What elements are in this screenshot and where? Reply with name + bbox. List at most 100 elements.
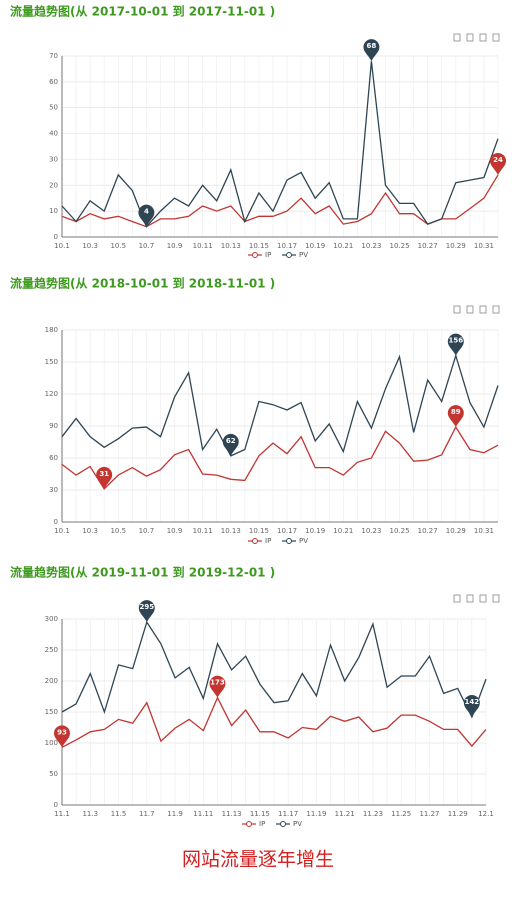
y-tick-label: 0 [54,233,58,241]
x-tick-label: 11.17 [278,810,298,818]
x-tick-label: 10.21 [333,242,353,250]
x-tick-label: 11.25 [391,810,411,818]
mark-label: 89 [451,408,461,416]
legend-label: IP [265,537,271,545]
y-tick-label: 50 [49,770,58,778]
series-line [61,174,499,228]
x-tick-label: 10.19 [305,242,325,250]
toolbox-icon [466,33,474,42]
x-tick-label: 10.7 [139,242,155,250]
y-tick-label: 100 [45,739,58,747]
x-tick-label: 11.7 [139,810,155,818]
x-tick-label: 10.31 [474,242,494,250]
x-tick-label: 10.21 [333,527,353,535]
x-tick-label: 10.11 [193,527,213,535]
x-tick-label: 11.3 [82,810,98,818]
y-tick-label: 30 [49,486,58,494]
mark-pin [54,725,70,748]
y-tick-label: 0 [54,801,58,809]
mark-label: 142 [465,698,480,706]
mark-pin [138,204,155,227]
x-tick-label: 10.3 [82,242,98,250]
x-tick-label: 11.29 [448,810,468,818]
x-tick-label: 10.27 [418,242,438,250]
x-tick-label: 10.15 [249,242,269,250]
x-tick-label: 11.11 [193,810,213,818]
mark-pin [96,466,113,489]
y-tick-label: 300 [45,615,58,623]
legend-label: PV [299,251,308,259]
toolbox-icon [479,594,487,603]
mark-pin [463,694,480,717]
mark-label: 4 [144,208,149,216]
y-tick-label: 60 [49,454,58,462]
y-tick-label: 40 [49,130,58,138]
mark-pin [363,39,380,62]
x-tick-label: 11.15 [250,810,270,818]
y-tick-label: 0 [54,518,58,526]
series-line [61,620,487,719]
legend-symbol [286,538,292,544]
mark-pin [447,405,464,428]
x-tick-label: 11.27 [419,810,439,818]
series-line [61,425,499,490]
series-line [61,353,499,457]
chart-title: 流量趋势图(从 2017-10-01 到 2017-11-01 ) [10,4,275,19]
x-tick-label: 10.13 [221,527,241,535]
x-tick-label: 10.5 [110,242,126,250]
x-tick-label: 12.1 [478,810,494,818]
y-tick-label: 120 [45,390,58,398]
x-tick-label: 11.21 [335,810,355,818]
x-tick-label: 10.23 [361,242,381,250]
x-tick-label: 10.7 [139,527,155,535]
x-tick-label: 11.5 [111,810,127,818]
x-tick-label: 10.9 [167,527,183,535]
mark-pin [222,433,239,456]
chart-title: 流量趋势图(从 2019-11-01 到 2019-12-01 ) [10,565,275,580]
x-tick-label: 11.13 [222,810,242,818]
x-tick-label: 10.23 [361,527,381,535]
x-tick-label: 11.9 [167,810,183,818]
y-tick-label: 90 [49,422,58,430]
toolbox-icon [479,33,487,42]
mark-label: 295 [139,603,154,611]
y-tick-label: 250 [45,646,58,654]
mark-pin [447,333,464,356]
legend-symbol [280,821,286,827]
series-line [61,61,499,228]
x-tick-label: 11.1 [54,810,70,818]
mark-pin [209,675,226,698]
mark-label: 156 [448,337,463,345]
toolbox-icon [466,594,474,603]
toolbox-icon [453,33,461,42]
mark-label: 173 [210,679,225,687]
legend-label: IP [259,820,265,828]
x-tick-label: 11.19 [306,810,326,818]
toolbox-icon [492,33,500,42]
toolbox-icon [492,594,500,603]
y-tick-label: 20 [49,181,58,189]
x-tick-label: 10.29 [446,527,466,535]
x-tick-label: 10.31 [474,527,494,535]
x-tick-label: 10.3 [82,527,98,535]
x-tick-label: 10.11 [193,242,213,250]
x-tick-label: 10.27 [418,527,438,535]
legend-symbol [252,538,258,544]
legend-symbol [246,821,252,827]
legend-label: PV [293,820,302,828]
toolbox-icon [453,594,461,603]
x-tick-label: 10.25 [390,527,410,535]
toolbox-icon [479,305,487,314]
mark-pin [138,600,155,623]
y-tick-label: 200 [45,677,58,685]
x-tick-label: 10.17 [277,242,297,250]
x-tick-label: 10.15 [249,527,269,535]
toolbox-icon [453,305,461,314]
y-tick-label: 150 [45,358,58,366]
mark-label: 68 [367,42,377,50]
mark-pin [490,152,506,175]
mark-label: 62 [226,437,236,445]
toolbox-icon [466,305,474,314]
x-tick-label: 10.17 [277,527,297,535]
